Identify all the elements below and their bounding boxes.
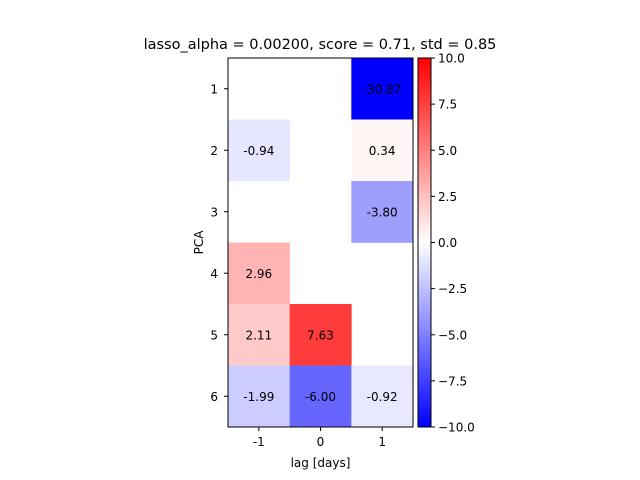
- y-tick-label: 6: [210, 390, 218, 404]
- colorbar-tick-label: 5.0: [438, 144, 457, 158]
- colorbar-tick-label: 0.0: [438, 236, 457, 250]
- colorbar-tick-label: −10.0: [438, 421, 475, 435]
- heatmap-cell: [228, 365, 290, 428]
- colorbar: [417, 57, 432, 428]
- heatmap-cell: [228, 119, 290, 182]
- heatmap-cell: [289, 365, 352, 428]
- colorbar-tick-label: 7.5: [438, 98, 457, 112]
- heatmap-cell: [228, 304, 290, 366]
- colorbar-tick-label: −2.5: [438, 282, 467, 296]
- colorbar-tick-label: −5.0: [438, 328, 467, 342]
- x-tick-label: 1: [378, 435, 386, 449]
- cell-value-label: -1.99: [243, 390, 274, 404]
- cell-value-label: -3.80: [367, 205, 398, 219]
- y-tick-label: 3: [210, 205, 218, 219]
- colorbar-tick-label: −7.5: [438, 374, 467, 388]
- heatmap-cell: [351, 181, 414, 243]
- cell-value-label: -0.94: [243, 144, 274, 158]
- y-tick-label: 1: [210, 82, 218, 96]
- heatmap-cell: [351, 58, 414, 120]
- cell-value-label: -0.92: [367, 390, 398, 404]
- cell-value-label: -30.87: [363, 82, 402, 96]
- y-tick-label: 4: [210, 267, 218, 281]
- cell-value-label: 2.11: [245, 328, 272, 342]
- heatmap-cell: [289, 304, 352, 366]
- x-tick-label: 0: [317, 435, 325, 449]
- heatmap-cell: [228, 242, 290, 305]
- cell-value-label: 2.96: [245, 267, 272, 281]
- y-axis-ticks: 1 2 3 4 5 6: [210, 82, 228, 404]
- colorbar-tick-label: 2.5: [438, 190, 457, 204]
- x-tick-label: -1: [253, 435, 265, 449]
- y-tick-label: 5: [210, 328, 218, 342]
- heatmap-cells: [228, 58, 414, 428]
- y-tick-label: 2: [210, 144, 218, 158]
- cell-value-label: 0.34: [369, 144, 396, 158]
- x-axis-label: lag [days]: [291, 456, 351, 470]
- cell-value-label: 7.63: [307, 328, 334, 342]
- heatmap-cell: [351, 119, 414, 182]
- cell-value-label: -6.00: [305, 390, 336, 404]
- heatmap-cell-labels: -30.87 -0.94 0.34 -3.80 2.96 2.11 7.63 -1.99 -6.…: [243, 82, 401, 404]
- colorbar-tick-label: 10.0: [438, 52, 465, 66]
- chart-title: lasso_alpha = 0.00200, score = 0.71, std…: [144, 37, 497, 53]
- heatmap-cell: [351, 365, 414, 428]
- colorbar-ticks: 10.0 7.5 5.0 2.5 0.0 −2.5 −5.0 −7.5 −10.0: [431, 52, 475, 435]
- y-axis-label: PCA: [192, 230, 206, 255]
- x-axis-ticks: -1 0 1: [253, 427, 386, 449]
